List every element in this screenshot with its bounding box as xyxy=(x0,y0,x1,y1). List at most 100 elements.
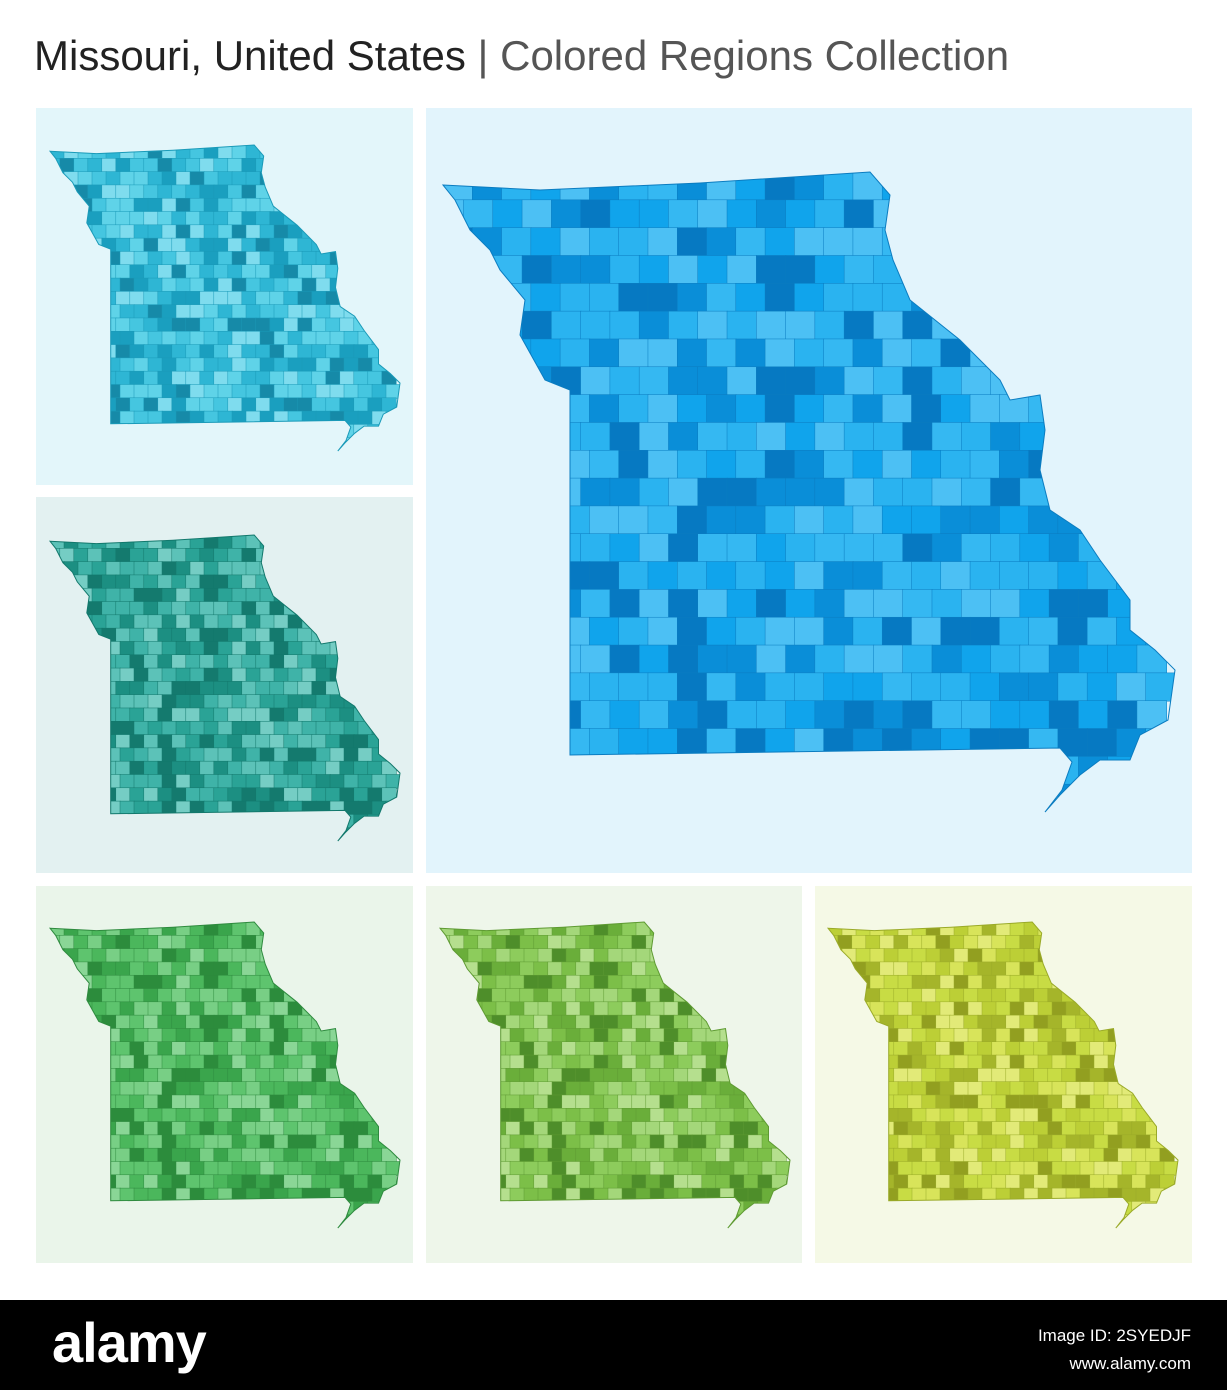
region xyxy=(911,1134,927,1149)
region xyxy=(1019,589,1050,618)
region xyxy=(371,774,387,789)
region xyxy=(561,935,577,950)
region xyxy=(129,1174,145,1189)
region xyxy=(991,1174,1007,1189)
region xyxy=(161,1134,177,1149)
region xyxy=(843,477,875,507)
region xyxy=(161,277,177,293)
region xyxy=(537,1028,553,1043)
region xyxy=(241,1174,257,1189)
region xyxy=(580,310,611,340)
region xyxy=(757,1147,773,1163)
region xyxy=(481,948,497,963)
region xyxy=(259,1108,275,1123)
region xyxy=(329,747,345,762)
region xyxy=(297,627,313,643)
region xyxy=(589,394,620,424)
region xyxy=(603,961,619,976)
region xyxy=(255,291,271,306)
region xyxy=(687,1174,703,1189)
region xyxy=(925,948,941,963)
region xyxy=(537,1108,553,1123)
region xyxy=(213,1041,229,1056)
region xyxy=(677,1054,693,1070)
region xyxy=(593,1081,609,1096)
region xyxy=(273,1001,289,1016)
region xyxy=(227,1068,243,1083)
region xyxy=(691,1134,707,1149)
region xyxy=(217,224,233,239)
state-outline xyxy=(826,921,1179,1229)
region xyxy=(157,264,173,279)
region xyxy=(143,317,159,333)
region xyxy=(533,1094,549,1110)
region xyxy=(547,1041,563,1056)
region xyxy=(1005,1068,1021,1083)
region xyxy=(638,700,670,730)
region xyxy=(963,1068,979,1083)
region xyxy=(357,1161,373,1176)
region xyxy=(977,1094,993,1110)
region xyxy=(547,961,563,976)
region xyxy=(133,1081,149,1096)
region xyxy=(241,317,257,333)
region xyxy=(764,450,796,479)
region xyxy=(157,787,173,802)
region xyxy=(161,774,177,789)
region xyxy=(203,304,219,319)
region xyxy=(129,370,145,386)
region xyxy=(297,1041,313,1056)
region xyxy=(287,667,303,683)
region xyxy=(297,237,313,253)
region xyxy=(697,366,728,396)
region xyxy=(607,974,623,990)
region xyxy=(367,1174,383,1189)
region xyxy=(245,224,261,239)
region xyxy=(618,227,649,257)
region xyxy=(706,616,737,646)
region xyxy=(1078,644,1109,674)
region xyxy=(189,1081,205,1096)
region xyxy=(961,700,992,730)
region xyxy=(119,277,135,293)
region xyxy=(231,197,247,213)
region xyxy=(935,1121,951,1136)
region xyxy=(659,1014,675,1030)
region xyxy=(301,357,317,372)
region xyxy=(1078,589,1109,618)
region xyxy=(995,1108,1011,1123)
region xyxy=(241,370,257,386)
region xyxy=(931,589,963,618)
region xyxy=(297,1121,313,1136)
region xyxy=(575,1094,591,1110)
region xyxy=(687,1014,703,1030)
region xyxy=(199,654,215,669)
region xyxy=(1009,1108,1025,1123)
region xyxy=(1048,589,1080,618)
region xyxy=(843,589,875,618)
region xyxy=(227,1014,243,1030)
region xyxy=(618,283,649,312)
region xyxy=(756,199,787,229)
region xyxy=(143,654,159,669)
state-outline xyxy=(438,921,791,1229)
region xyxy=(161,304,177,319)
region xyxy=(157,734,173,749)
region xyxy=(339,707,355,723)
region xyxy=(1093,1081,1109,1096)
region xyxy=(879,961,895,976)
region xyxy=(157,1174,173,1189)
region xyxy=(911,1054,927,1070)
region xyxy=(269,344,285,359)
region xyxy=(911,974,927,990)
region xyxy=(677,1134,693,1149)
region xyxy=(147,197,163,213)
region xyxy=(129,734,145,749)
region xyxy=(609,644,640,674)
region xyxy=(371,384,387,399)
region xyxy=(325,1147,341,1163)
region xyxy=(785,422,816,452)
region xyxy=(147,171,163,186)
region xyxy=(143,291,159,306)
region xyxy=(719,1161,735,1176)
